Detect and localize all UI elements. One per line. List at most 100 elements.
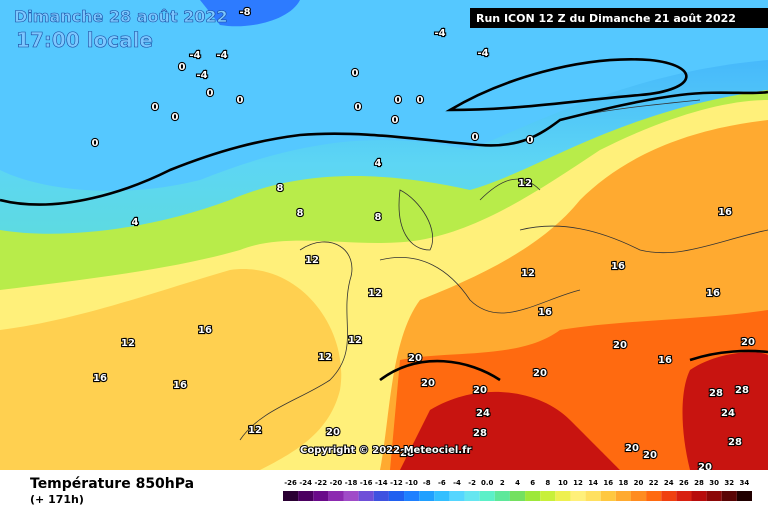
- scale-swatch: [343, 491, 359, 501]
- contour-label: 0: [152, 102, 159, 113]
- contour-label: 16: [538, 307, 552, 318]
- contour-label: 20: [613, 340, 627, 351]
- contour-label: -4: [189, 50, 200, 61]
- scale-swatch: [373, 491, 389, 501]
- scale-swatch: [464, 491, 480, 501]
- scale-tick-label: 4: [515, 479, 520, 487]
- scale-swatch: [328, 491, 344, 501]
- scale-tick-label: 16: [603, 479, 613, 487]
- contour-label: 28: [473, 428, 487, 439]
- scale-swatch: [358, 491, 374, 501]
- twenty-isotherm: [379, 349, 768, 382]
- contour-label: 0: [352, 68, 359, 79]
- scale-tick-label: 18: [619, 479, 629, 487]
- contour-label: 12: [121, 338, 135, 349]
- contour-label: 20: [326, 427, 340, 438]
- contour-label: 12: [318, 352, 332, 363]
- date: Dimanche 28 août 2022: [14, 7, 228, 26]
- extreme-heat-zone: [400, 352, 768, 470]
- scale-tick-label: 22: [649, 479, 659, 487]
- scale-tick-label: -8: [423, 479, 431, 487]
- scale-tick-label: 24: [664, 479, 674, 487]
- scale-tick-label: 2: [500, 479, 505, 487]
- contour-label: 20: [643, 450, 657, 461]
- copyright: Copyright © 2022 Meteociel.fr: [300, 445, 471, 456]
- footer-title: Température 850hPa: [30, 476, 194, 492]
- scale-swatch: [676, 491, 692, 501]
- contour-label: 20: [533, 368, 547, 379]
- scale-swatch: [449, 491, 465, 501]
- scale-swatch: [721, 491, 737, 501]
- very-cold-zone: [200, 0, 300, 27]
- scale-tick-label: -20: [330, 479, 343, 487]
- scale-swatch: [706, 491, 722, 501]
- scale-swatch: [691, 491, 707, 501]
- color-scale: -26 -24 -22 -20 -18 -16 -14 -12 -10 -8 -6 -4 -2 0.0 2 4…: [283, 479, 752, 501]
- scale-tick-label: 0.0: [481, 479, 494, 487]
- lead-time: (+ 171h): [30, 493, 84, 506]
- contour-label: -4: [196, 70, 207, 81]
- coastlines: [239, 99, 768, 441]
- warm-zone-west: [0, 269, 342, 470]
- scale-swatch: [298, 491, 314, 501]
- contour-label: 0: [392, 115, 399, 126]
- contour-label: 20: [408, 353, 422, 364]
- scale-tick-label: -2: [468, 479, 476, 487]
- contour-label: 16: [658, 355, 672, 366]
- scale-swatch: [630, 491, 647, 501]
- contour-label: 0: [207, 88, 214, 99]
- scale-tick-label: -22: [314, 479, 327, 487]
- scale-tick-label: -16: [360, 479, 373, 487]
- contour-label: 12: [521, 268, 535, 279]
- scale-tick-label: -18: [345, 479, 358, 487]
- contour-label: 4: [375, 158, 382, 169]
- scale-swatch: [509, 491, 526, 501]
- scale-swatch: [313, 491, 329, 501]
- header: Dimanche 28 août 2022 17:00 locale Run I…: [14, 7, 768, 52]
- contour-label: 12: [305, 255, 319, 266]
- scale-tick-label: 12: [573, 479, 583, 487]
- contour-label: 0: [92, 138, 99, 149]
- scale-tick-label: -10: [405, 479, 418, 487]
- scale-swatch: [736, 491, 752, 501]
- contour-label: 16: [198, 325, 212, 336]
- scale-tick-label: -12: [390, 479, 403, 487]
- contour-label: 12: [518, 178, 532, 189]
- scale-tick-label: 10: [558, 479, 568, 487]
- contour-label: 0: [527, 135, 534, 146]
- contour-label: 16: [93, 373, 107, 384]
- contour-label: 0: [237, 95, 244, 106]
- scale-tick-label: -26: [284, 479, 297, 487]
- footer: Température 850hPa (+ 171h) -26 -24 -22 -20…: [0, 470, 768, 512]
- scale-tick-label: -4: [453, 479, 461, 487]
- contour-label: 20: [473, 385, 487, 396]
- contour-label: -4: [216, 50, 227, 61]
- scale-tick-label: 20: [634, 479, 644, 487]
- contour-label: 24: [476, 408, 490, 419]
- contour-label: 16: [611, 261, 625, 272]
- scale-swatch: [388, 491, 405, 501]
- scale-swatch: [555, 491, 571, 501]
- scale-swatch: [540, 491, 556, 501]
- contour-label: 0: [395, 95, 402, 106]
- contour-label: 0: [179, 62, 186, 73]
- contour-label: 28: [728, 437, 742, 448]
- contour-label: 12: [348, 335, 362, 346]
- scale-tick-label: -14: [375, 479, 388, 487]
- run-banner: [470, 8, 768, 28]
- scale-tick-label: -24: [299, 479, 312, 487]
- contour-label: 16: [173, 380, 187, 391]
- contour-label: 28: [709, 388, 723, 399]
- scale-tick-label: 34: [740, 479, 750, 487]
- contour-label: 24: [721, 408, 735, 419]
- scale-swatch: [525, 491, 541, 501]
- zero-isotherm-north: [445, 58, 688, 112]
- contour-label: 16: [706, 288, 720, 299]
- scale-tick-label: 32: [724, 479, 734, 487]
- contour-label: 4: [132, 217, 139, 228]
- contour-label: -4: [477, 48, 488, 59]
- contour-label: 0: [472, 132, 479, 143]
